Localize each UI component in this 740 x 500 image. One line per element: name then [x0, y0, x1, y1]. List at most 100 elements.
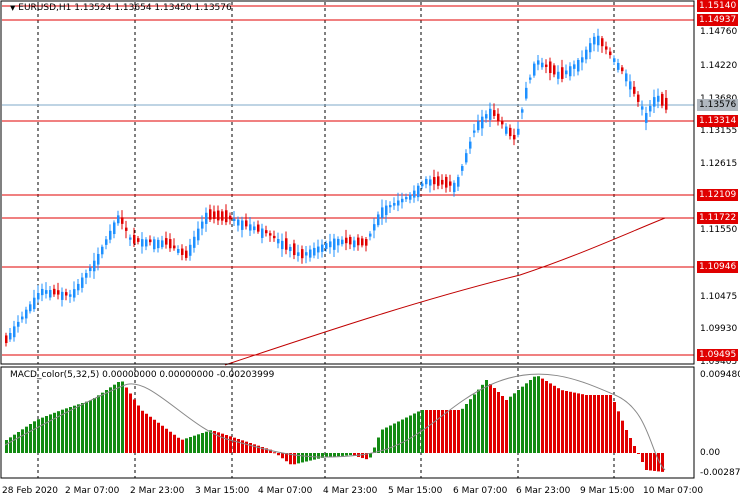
macd-bar-down — [133, 399, 136, 453]
macd-bar-down — [625, 430, 628, 453]
macd-bar-up — [413, 413, 416, 453]
macd-bar-up — [25, 426, 28, 453]
bull-candle — [541, 62, 544, 68]
collapse-triangle-icon[interactable]: ▼ — [10, 4, 16, 12]
bull-candle — [101, 246, 104, 255]
bull-candle — [13, 326, 16, 338]
bull-candle — [41, 288, 44, 296]
bull-candle — [233, 218, 236, 221]
bull-candle — [129, 237, 132, 240]
macd-bar-down — [165, 428, 168, 453]
time-tick-label: 10 Mar 07:00 — [643, 486, 704, 496]
macd-scale-top: 0.0094808 — [700, 370, 740, 380]
macd-bar-up — [537, 376, 540, 453]
bull-candle — [69, 294, 72, 297]
macd-bar-down — [181, 439, 184, 453]
bear-candle — [301, 249, 304, 259]
bull-candle — [113, 222, 116, 235]
bull-candle — [313, 247, 316, 256]
bear-candle — [609, 51, 612, 56]
macd-bar-down — [557, 388, 560, 453]
bear-candle — [125, 227, 128, 231]
macd-bar-down — [129, 393, 132, 453]
bull-candle — [569, 66, 572, 77]
bear-candle — [185, 250, 188, 258]
macd-bar-up — [465, 404, 468, 453]
bear-candle — [493, 110, 496, 116]
macd-bar-down — [585, 395, 588, 453]
macd-bar-down — [589, 395, 592, 453]
macd-bar-up — [393, 423, 396, 453]
level-price-label: 1.10946 — [697, 261, 739, 273]
macd-bar-down — [161, 425, 164, 453]
bear-candle — [173, 245, 176, 249]
macd-bar-down — [221, 433, 224, 453]
macd-bar-down — [445, 410, 448, 453]
macd-bar-down — [609, 395, 612, 453]
bear-candle — [365, 239, 368, 246]
bull-candle — [309, 249, 312, 258]
macd-bar-down — [613, 402, 616, 453]
bull-candle — [153, 239, 156, 250]
bull-candle — [649, 105, 652, 112]
macd-bar-down — [269, 449, 272, 453]
bull-candle — [653, 97, 656, 107]
bull-candle — [505, 126, 508, 134]
bear-candle — [137, 238, 140, 242]
bull-candle — [629, 81, 632, 90]
macd-bar-up — [477, 389, 480, 453]
bear-candle — [149, 239, 152, 243]
price-tick-label: 1.09930 — [700, 324, 738, 334]
bear-candle — [497, 113, 500, 122]
bull-candle — [253, 226, 256, 231]
macd-bar-down — [653, 453, 656, 471]
bull-candle — [465, 153, 468, 163]
bull-candle — [89, 267, 92, 272]
macd-bar-up — [97, 395, 100, 453]
bear-candle — [513, 134, 516, 140]
macd-bar-up — [33, 421, 36, 453]
bear-candle — [561, 67, 564, 79]
macd-bar-down — [565, 391, 568, 453]
level-price-label: 1.13314 — [697, 115, 739, 127]
bull-candle — [597, 35, 600, 46]
bull-candle — [25, 309, 28, 319]
bull-candle — [421, 183, 424, 187]
price-tick-label: 1.14220 — [700, 61, 738, 71]
bull-candle — [613, 58, 616, 62]
macd-bar-up — [49, 414, 52, 453]
macd-bar-up — [21, 429, 24, 453]
bull-candle — [429, 179, 432, 186]
macd-signal-line — [4, 373, 666, 471]
bear-candle — [169, 239, 172, 249]
bear-candle — [257, 224, 260, 232]
macd-bar-down — [293, 453, 296, 465]
bear-candle — [345, 237, 348, 244]
bear-candle — [549, 61, 552, 73]
macd-bar-up — [469, 399, 472, 453]
bear-candle — [269, 233, 272, 236]
bull-candle — [201, 221, 204, 229]
bull-candle — [397, 200, 400, 206]
symbol-label: EURUSD,H1 — [18, 3, 72, 13]
macd-bar-down — [601, 395, 604, 453]
bull-candle — [425, 178, 428, 185]
macd-bar-up — [185, 438, 188, 453]
bull-candle — [85, 273, 88, 278]
macd-bar-up — [389, 425, 392, 453]
macd-scale-zero: 0.00 — [700, 448, 721, 458]
macd-bar-down — [265, 448, 268, 453]
macd-bar-up — [113, 384, 116, 453]
bear-candle — [633, 86, 636, 94]
macd-bar-up — [57, 411, 60, 453]
bear-candle — [501, 121, 504, 125]
macd-bar-down — [505, 400, 508, 453]
bear-candle — [229, 215, 232, 220]
macd-bar-up — [317, 453, 320, 459]
macd-bar-up — [421, 410, 424, 453]
bear-candle — [181, 248, 184, 255]
macd-bar-down — [497, 392, 500, 453]
macd-bar-up — [517, 390, 520, 453]
bull-candle — [321, 244, 324, 252]
